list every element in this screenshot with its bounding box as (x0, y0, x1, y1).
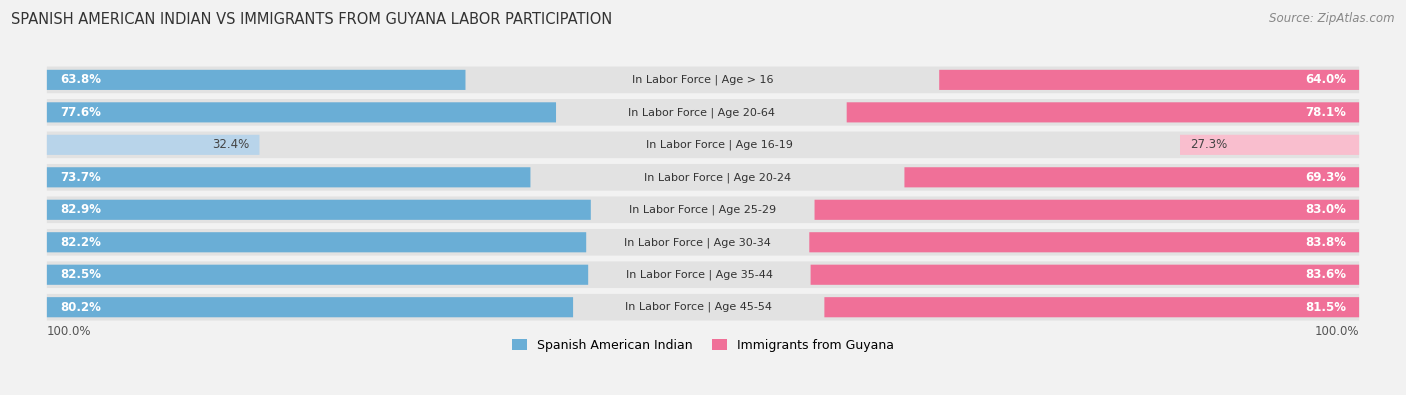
Text: Source: ZipAtlas.com: Source: ZipAtlas.com (1270, 12, 1395, 25)
FancyBboxPatch shape (46, 229, 1360, 256)
FancyBboxPatch shape (824, 297, 1360, 317)
Text: 32.4%: 32.4% (212, 138, 250, 151)
Text: 63.8%: 63.8% (60, 73, 101, 87)
Text: In Labor Force | Age 20-64: In Labor Force | Age 20-64 (628, 107, 775, 118)
Text: 82.5%: 82.5% (60, 268, 101, 281)
FancyBboxPatch shape (46, 265, 588, 285)
FancyBboxPatch shape (846, 102, 1360, 122)
Text: 100.0%: 100.0% (1315, 325, 1360, 338)
FancyBboxPatch shape (46, 200, 591, 220)
Text: In Labor Force | Age 45-54: In Labor Force | Age 45-54 (626, 302, 772, 312)
FancyBboxPatch shape (46, 297, 574, 317)
FancyBboxPatch shape (811, 265, 1360, 285)
Text: 83.6%: 83.6% (1305, 268, 1346, 281)
Text: 83.8%: 83.8% (1305, 236, 1346, 249)
Text: In Labor Force | Age 25-29: In Labor Force | Age 25-29 (628, 205, 776, 215)
Text: In Labor Force | Age 35-44: In Labor Force | Age 35-44 (626, 269, 773, 280)
Text: 81.5%: 81.5% (1305, 301, 1346, 314)
FancyBboxPatch shape (46, 102, 555, 122)
Legend: Spanish American Indian, Immigrants from Guyana: Spanish American Indian, Immigrants from… (508, 334, 898, 357)
Text: SPANISH AMERICAN INDIAN VS IMMIGRANTS FROM GUYANA LABOR PARTICIPATION: SPANISH AMERICAN INDIAN VS IMMIGRANTS FR… (11, 12, 613, 27)
FancyBboxPatch shape (46, 132, 1360, 158)
FancyBboxPatch shape (46, 167, 530, 187)
FancyBboxPatch shape (46, 70, 465, 90)
FancyBboxPatch shape (46, 67, 1360, 93)
FancyBboxPatch shape (46, 196, 1360, 223)
Text: In Labor Force | Age 20-24: In Labor Force | Age 20-24 (644, 172, 792, 182)
Text: 64.0%: 64.0% (1305, 73, 1346, 87)
Text: In Labor Force | Age > 16: In Labor Force | Age > 16 (631, 75, 773, 85)
FancyBboxPatch shape (939, 70, 1360, 90)
Text: 80.2%: 80.2% (60, 301, 101, 314)
Text: 73.7%: 73.7% (60, 171, 101, 184)
Text: In Labor Force | Age 30-34: In Labor Force | Age 30-34 (624, 237, 770, 248)
FancyBboxPatch shape (46, 261, 1360, 288)
Text: 27.3%: 27.3% (1189, 138, 1227, 151)
FancyBboxPatch shape (46, 294, 1360, 320)
Text: In Labor Force | Age 16-19: In Labor Force | Age 16-19 (647, 139, 793, 150)
Text: 78.1%: 78.1% (1305, 106, 1346, 119)
Text: 100.0%: 100.0% (46, 325, 91, 338)
Text: 77.6%: 77.6% (60, 106, 101, 119)
FancyBboxPatch shape (810, 232, 1360, 252)
FancyBboxPatch shape (46, 135, 260, 155)
Text: 82.9%: 82.9% (60, 203, 101, 216)
FancyBboxPatch shape (1180, 135, 1360, 155)
FancyBboxPatch shape (904, 167, 1360, 187)
Text: 69.3%: 69.3% (1305, 171, 1346, 184)
FancyBboxPatch shape (46, 232, 586, 252)
Text: 82.2%: 82.2% (60, 236, 101, 249)
FancyBboxPatch shape (46, 164, 1360, 191)
Text: 83.0%: 83.0% (1305, 203, 1346, 216)
FancyBboxPatch shape (814, 200, 1360, 220)
FancyBboxPatch shape (46, 99, 1360, 126)
